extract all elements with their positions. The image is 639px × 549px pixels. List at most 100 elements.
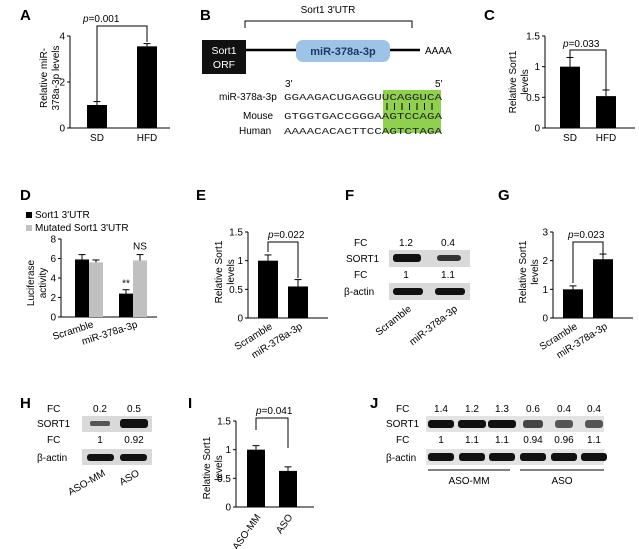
- panel-b-row-name-mirna: miR-378a-3p: [219, 92, 277, 103]
- panel-j-fc-top: 0.4: [557, 404, 571, 415]
- panel-g-bar: [563, 289, 583, 318]
- panel-c-bar: [560, 66, 580, 128]
- panel-a-chart: 0 2 4 SD HFD: [59, 25, 170, 144]
- panel-e: E Relative Sort1 levels p=0.022 0 0.5 1 1.5…: [196, 187, 328, 361]
- panel-j-fc-bottom: 0.96: [554, 435, 574, 446]
- panel-d: D Sort1 3'UTR Mutated Sort1 3'UTR Lucife…: [20, 187, 157, 348]
- panel-h-label: H: [20, 395, 31, 412]
- panel-c-y-tick-label: 1: [534, 62, 540, 73]
- panel-d-ylabel-line1: Luciferase: [26, 259, 37, 306]
- panel-h-fc-top-2: 0.5: [127, 404, 141, 415]
- panel-d-bar: [119, 293, 133, 317]
- panel-c-ylabel-line1: Relative Sort1: [508, 50, 519, 113]
- panel-h-fc-bottom-2: 0.92: [124, 435, 144, 446]
- panel-j-group-2: ASO: [551, 476, 572, 487]
- panel-j-band-sort1: [555, 420, 573, 428]
- panel-j-lanes: 1.4 1 1.2 1.1 1.3 1.1 0.6 0.94 0.4 0.96 0.4 1.1: [428, 404, 607, 461]
- panel-e-sig-bracket: [267, 241, 299, 278]
- panel-j-fc-top: 0.4: [587, 404, 601, 415]
- panel-j-fc-top: 1.3: [495, 404, 509, 415]
- panel-g-y-tick-label: 0: [542, 314, 548, 325]
- panel-i-y-tick-label: 0.5: [217, 474, 231, 485]
- panel-g-sig-bracket: [572, 241, 604, 283]
- panel-g: G Relative Sort1 levels p=0.023 0123Scra…: [498, 187, 633, 361]
- panel-b-seq-mirna: GGAAGACUGAGGUUCAGGUCA: [284, 92, 442, 103]
- panel-d-y-tick-label: 2: [50, 293, 56, 304]
- panel-f: F FC 1.2 0.4 SORT1 FC 1 1.1 β-actin Scra…: [344, 187, 470, 348]
- panel-j: J FC SORT1 FC β-actin 1.4 1 1.2 1.1 1.3 1.1 0.…: [370, 395, 607, 487]
- panel-j-band-sort1: [488, 420, 516, 428]
- panel-a-label: A: [20, 7, 31, 24]
- panel-j-fc-label-bottom: FC: [396, 435, 409, 446]
- panel-b-orf-line2: ORF: [213, 59, 235, 71]
- panel-b-orf-line1: Sort1: [211, 45, 236, 57]
- panel-b-utr-bracket: [244, 20, 413, 28]
- panel-j-fc-top: 1.4: [434, 404, 448, 415]
- panel-i-bar: [279, 470, 297, 507]
- panel-g-y-tick-label: 3: [542, 228, 548, 239]
- panel-a-x-tick-label: HFD: [137, 133, 158, 144]
- panel-b: B Sort1 3'UTR Sort1 ORF miR-378a-3p AAAA…: [200, 5, 452, 137]
- panel-d-bar: [133, 260, 147, 317]
- panel-f-blot-bottom: [389, 283, 470, 300]
- panel-j-band-actin: [520, 453, 546, 461]
- panel-e-y-tick-label: 0: [237, 314, 243, 325]
- panel-a-sig-bracket: [96, 25, 148, 106]
- panel-f-fc-bottom-1: 1: [403, 270, 409, 281]
- panel-b-row-name-human: Human: [239, 126, 271, 137]
- panel-c-x-tick-label: HFD: [596, 133, 617, 144]
- panel-e-y-tick-label: 1: [237, 256, 243, 267]
- panel-b-label: B: [200, 7, 211, 24]
- panel-j-fc-bottom: 1.1: [587, 435, 601, 446]
- panel-a-x-tick-label: SD: [90, 133, 104, 144]
- panel-h-lane-2: ASO: [118, 468, 142, 488]
- panel-d-bar: [75, 259, 89, 317]
- panel-j-fc-bottom: 1.1: [465, 435, 479, 446]
- panel-h-band-actin-2: [120, 454, 147, 461]
- panel-c-bar: [596, 96, 616, 128]
- panel-j-fc-top: 0.6: [526, 404, 540, 415]
- panel-f-band-actin-1: [393, 288, 423, 295]
- panel-h-lane-1: ASO-MM: [66, 468, 107, 498]
- panel-b-3prime: 3': [285, 79, 293, 90]
- panel-a-y-tick-label: 2: [59, 78, 65, 89]
- panel-f-fc-bottom-2: 1.1: [441, 270, 455, 281]
- panel-h-band-sort1-1: [90, 421, 110, 426]
- panel-f-band-top-label: SORT1: [346, 254, 380, 265]
- panel-g-y-tick-label: 1: [542, 285, 548, 296]
- panel-h-band-sort1-2: [120, 419, 148, 428]
- panel-c-y-tick-label: 1.5: [526, 32, 540, 43]
- panel-c-label: C: [484, 7, 495, 24]
- panel-h-fc-bottom-1: 1: [97, 435, 103, 446]
- panel-f-lane-2: miR-378a-3p: [408, 303, 461, 348]
- panel-a-bar: [87, 105, 107, 128]
- panel-b-5prime: 5': [435, 79, 443, 90]
- panel-h-band-actin-1: [87, 454, 114, 461]
- panel-i-label: I: [188, 395, 192, 412]
- panel-f-lane-1: Scramble: [374, 303, 414, 338]
- panel-b-mirna-label: miR-378a-3p: [310, 46, 376, 58]
- panel-g-y-tick-label: 2: [542, 256, 548, 267]
- panel-b-seed-highlight: [383, 90, 441, 133]
- panel-b-utr-label: Sort1 3'UTR: [301, 5, 356, 16]
- panel-a: A Relative miR- 378a-3p levels p=0.001 0…: [20, 7, 170, 144]
- panel-e-y-tick-label: 0.5: [229, 285, 243, 296]
- panel-e-ylabel-line1: Relative Sort1: [214, 240, 225, 303]
- panel-j-band-sort1: [428, 420, 454, 428]
- panel-j-band-sort1: [458, 420, 486, 428]
- panel-j-band-actin: [581, 453, 607, 461]
- panel-e-ylabel-line2: levels: [226, 259, 237, 285]
- panel-f-fc-label-bottom: FC: [354, 270, 367, 281]
- panel-c-chart: 0 0.5 1 1.5 SD HFD: [526, 32, 635, 144]
- panel-a-ylabel-line1: Relative miR-: [39, 48, 50, 108]
- panel-c-y-tick-label: 0.5: [526, 93, 540, 104]
- panel-e-y-tick-label: 1.5: [229, 228, 243, 239]
- panel-j-band-actin: [551, 453, 577, 461]
- panel-j-fc-label-top: FC: [396, 404, 409, 415]
- panel-j-group-1: ASO-MM: [448, 476, 489, 487]
- panel-c-pvalue: p=0.033: [562, 39, 600, 50]
- panel-a-pvalue: p=0.001: [82, 14, 120, 25]
- panel-f-band-bottom-label: β-actin: [344, 287, 374, 298]
